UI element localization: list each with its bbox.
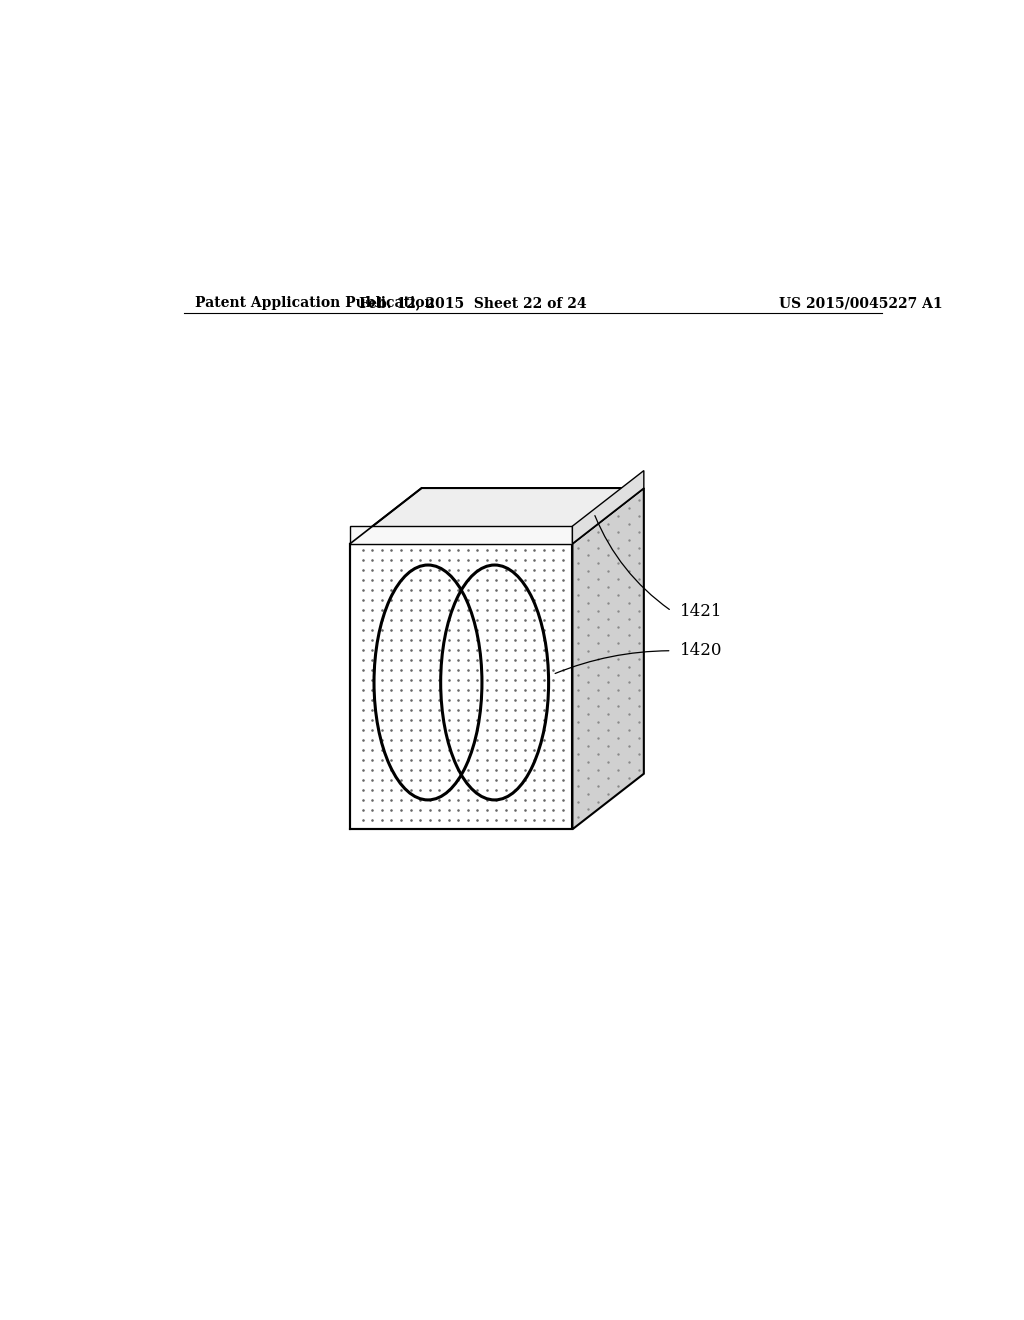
Text: 1421: 1421 <box>680 602 722 619</box>
Polygon shape <box>350 544 572 829</box>
Polygon shape <box>350 527 572 544</box>
Polygon shape <box>572 488 644 829</box>
Text: US 2015/0045227 A1: US 2015/0045227 A1 <box>778 296 942 310</box>
Polygon shape <box>350 488 644 544</box>
Text: 1420: 1420 <box>680 643 722 659</box>
Text: Feb. 12, 2015  Sheet 22 of 24: Feb. 12, 2015 Sheet 22 of 24 <box>359 296 587 310</box>
Text: FIG. 14: FIG. 14 <box>400 553 490 574</box>
Text: Patent Application Publication: Patent Application Publication <box>196 296 435 310</box>
Polygon shape <box>572 471 644 544</box>
